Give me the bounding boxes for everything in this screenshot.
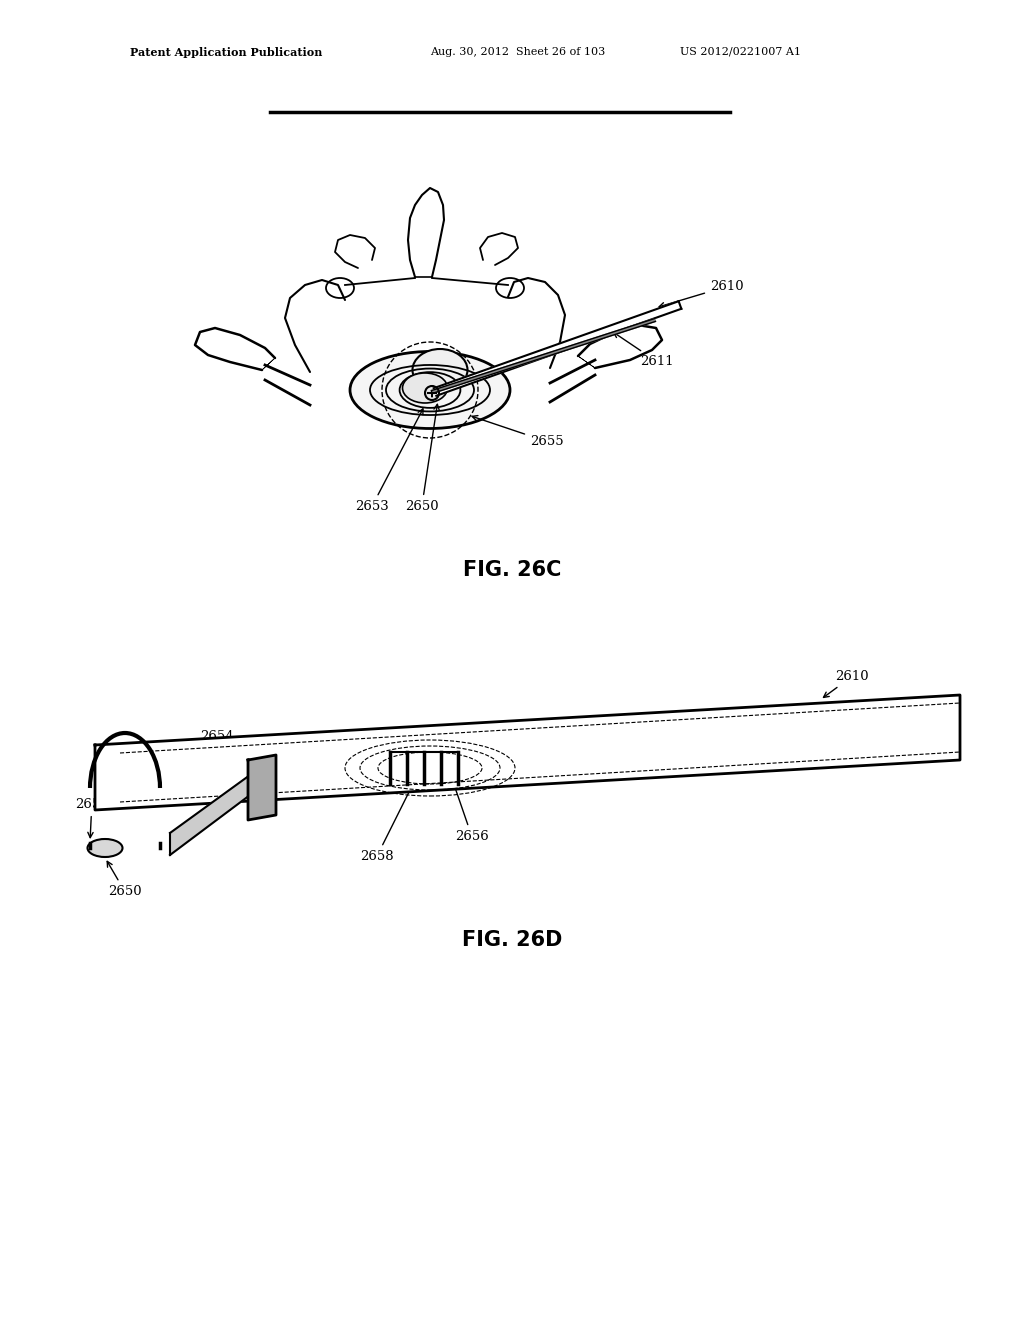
Text: 2654: 2654 (129, 730, 233, 776)
Text: 2610: 2610 (659, 280, 743, 308)
Text: 2656: 2656 (451, 777, 488, 843)
Text: Patent Application Publication: Patent Application Publication (130, 46, 323, 58)
Ellipse shape (496, 279, 524, 298)
Text: 2651: 2651 (75, 799, 109, 838)
Text: 2650: 2650 (108, 862, 141, 898)
Text: 2658: 2658 (360, 784, 413, 863)
Ellipse shape (413, 348, 468, 391)
Polygon shape (95, 696, 961, 810)
Ellipse shape (87, 840, 123, 857)
Text: 2652: 2652 (214, 766, 304, 791)
Polygon shape (431, 318, 655, 393)
Text: 2610: 2610 (823, 671, 868, 697)
Ellipse shape (326, 279, 354, 298)
Polygon shape (170, 775, 250, 855)
Text: 2655: 2655 (472, 416, 563, 447)
Text: Aug. 30, 2012  Sheet 26 of 103: Aug. 30, 2012 Sheet 26 of 103 (430, 48, 605, 57)
Text: 2650: 2650 (406, 404, 439, 513)
Text: 2653: 2653 (355, 409, 423, 513)
Polygon shape (248, 755, 276, 820)
Text: FIG. 26C: FIG. 26C (463, 560, 561, 579)
Text: US 2012/0221007 A1: US 2012/0221007 A1 (680, 48, 801, 57)
Ellipse shape (350, 351, 510, 429)
Polygon shape (433, 301, 681, 396)
Text: 2611: 2611 (613, 333, 674, 368)
Ellipse shape (402, 374, 447, 403)
Text: 2612: 2612 (264, 738, 344, 760)
Text: FIG. 26D: FIG. 26D (462, 931, 562, 950)
